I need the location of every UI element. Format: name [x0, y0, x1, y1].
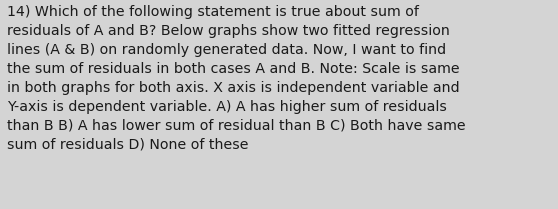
Text: 14) Which of the following statement is true about sum of
residuals of A and B? : 14) Which of the following statement is …	[7, 5, 465, 152]
